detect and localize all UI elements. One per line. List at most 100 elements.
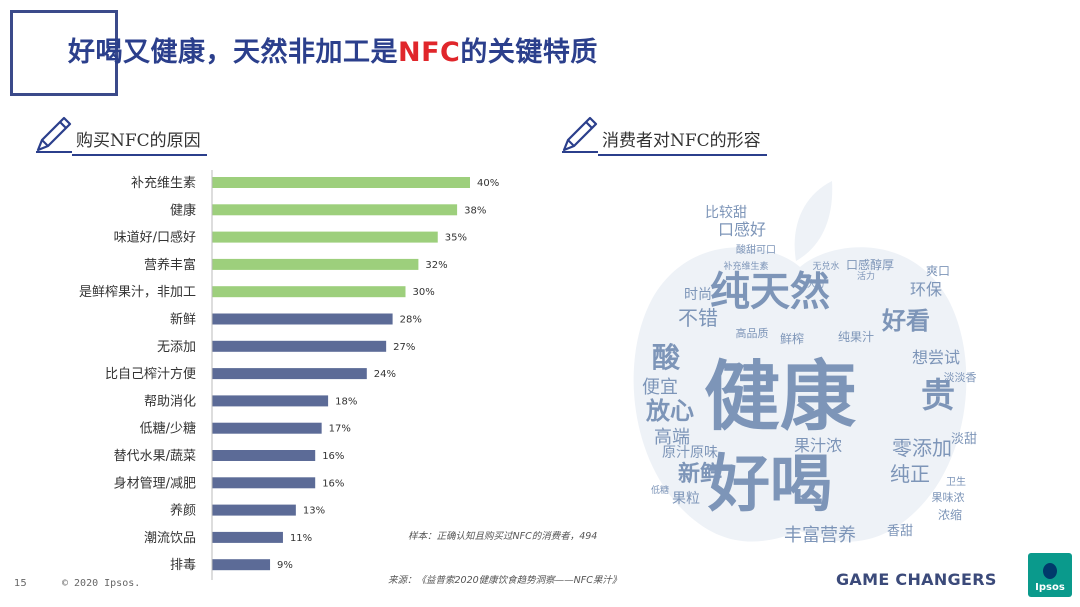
bar-category-label: 无添加 bbox=[157, 340, 196, 355]
bar-category-label: 营养丰富 bbox=[144, 257, 196, 273]
word-cloud-word: 果汁浓 bbox=[794, 436, 842, 455]
bar-value-label: 9% bbox=[277, 560, 293, 571]
brand-tag: GAME CHANGERS bbox=[836, 570, 997, 589]
word-cloud-word: 贵 bbox=[921, 376, 955, 416]
bar-value-label: 24% bbox=[374, 369, 396, 380]
left-section-label: 购买NFC的原因 bbox=[72, 126, 207, 156]
corner-frame-left bbox=[10, 10, 13, 96]
title-part-1: 好喝又健康，天然非加工是 bbox=[68, 37, 398, 68]
word-cloud-word: 好看 bbox=[881, 307, 930, 335]
bar-category-label: 排毒 bbox=[170, 558, 196, 573]
sample-note: 样本：正确认知且购买过NFC的消费者，494 bbox=[408, 531, 598, 542]
right-section-header: 消费者对NFC的形容 bbox=[558, 112, 767, 156]
word-cloud-word: 高品质 bbox=[736, 326, 769, 340]
logo-text: Ipsos bbox=[1035, 582, 1065, 593]
word-cloud-word: 零添加 bbox=[892, 436, 952, 460]
bar bbox=[212, 477, 316, 489]
bar-value-label: 16% bbox=[322, 478, 344, 489]
right-section-label: 消费者对NFC的形容 bbox=[598, 126, 767, 156]
bar-category-label: 低糖/少糖 bbox=[140, 421, 196, 437]
word-cloud-word: 口感醇厚 bbox=[846, 257, 894, 272]
bar-value-label: 35% bbox=[445, 233, 467, 244]
apple-leaf bbox=[794, 181, 833, 261]
bar bbox=[212, 368, 367, 380]
word-cloud-word: 爽口 bbox=[926, 264, 950, 278]
bar-value-label: 28% bbox=[400, 315, 422, 326]
word-cloud-word: 纯正 bbox=[890, 462, 930, 486]
bar bbox=[212, 531, 283, 543]
word-cloud-word: 好喝 bbox=[707, 447, 832, 520]
word-cloud-word: 活力 bbox=[857, 270, 875, 282]
bar-value-label: 13% bbox=[303, 506, 325, 517]
word-cloud-word: 卫生 bbox=[946, 475, 966, 488]
bar bbox=[212, 422, 322, 434]
word-cloud-word: 放心 bbox=[645, 397, 694, 425]
word-cloud-word: 鲜榨 bbox=[780, 331, 804, 346]
word-cloud-word: 原汁原味 bbox=[662, 445, 718, 461]
bar bbox=[212, 258, 419, 270]
page-number: 15 bbox=[14, 578, 27, 589]
bar-value-label: 17% bbox=[329, 424, 351, 435]
bar-category-label: 身材管理/减肥 bbox=[114, 475, 196, 491]
bar-category-label: 新鲜 bbox=[170, 312, 196, 328]
bar bbox=[212, 559, 271, 571]
bar-value-label: 27% bbox=[393, 342, 415, 353]
purchase-reasons-bar-chart: 补充维生素 40% 健康 38% 味道好/口感好 35% 营养丰富 32% 是鲜榨果汁，非加工 3… bbox=[79, 170, 499, 580]
word-cloud-word: 便宜 bbox=[642, 377, 678, 398]
bar-category-label: 补充维生素 bbox=[131, 175, 196, 191]
title-highlight: NFC bbox=[398, 37, 461, 68]
word-cloud-word: 口感好 bbox=[718, 220, 766, 239]
bar-value-label: 16% bbox=[322, 451, 344, 462]
word-cloud-word: 酸甜可口 bbox=[736, 243, 776, 256]
word-cloud-word: 补充维生素 bbox=[723, 260, 768, 272]
pen-icon bbox=[562, 116, 598, 153]
bar-category-label: 味道好/口感好 bbox=[114, 230, 196, 246]
word-cloud-word: 果粒 bbox=[672, 491, 700, 507]
word-cloud-word: 浓缩 bbox=[938, 507, 962, 522]
left-section-header: 购买NFC的原因 bbox=[32, 112, 207, 156]
title-part-2: 的关键特质 bbox=[460, 37, 598, 68]
word-cloud-word: 比较甜 bbox=[705, 205, 747, 221]
apple-shape bbox=[633, 247, 967, 542]
bar-value-label: 38% bbox=[464, 205, 486, 216]
bar bbox=[212, 204, 458, 216]
bar-category-label: 帮助消化 bbox=[144, 394, 196, 409]
copyright: © 2020 Ipsos. bbox=[62, 578, 141, 589]
word-cloud-word: 想尝试 bbox=[912, 348, 960, 367]
bar bbox=[212, 313, 393, 325]
pen-icon bbox=[36, 116, 72, 153]
bar-value-label: 11% bbox=[290, 533, 312, 544]
corner-frame-top bbox=[10, 10, 118, 13]
bar bbox=[212, 286, 406, 298]
bar-category-label: 是鲜榨果汁，非加工 bbox=[79, 284, 196, 300]
bar-category-label: 潮流饮品 bbox=[144, 531, 196, 546]
bar bbox=[212, 177, 470, 188]
word-cloud-word: 新鲜 bbox=[678, 461, 722, 487]
bar-category-label: 养颜 bbox=[170, 503, 196, 519]
word-cloud-word: 果味浓 bbox=[932, 491, 965, 504]
word-cloud-word: 环保 bbox=[910, 280, 942, 299]
word-cloud-word: 淡甜 bbox=[951, 431, 977, 447]
bar-value-label: 30% bbox=[413, 287, 435, 298]
bar-value-label: 32% bbox=[425, 260, 447, 271]
bar bbox=[212, 395, 329, 407]
bar-category-label: 比自己榨汁方便 bbox=[105, 366, 196, 382]
word-cloud-word: 时尚 bbox=[684, 287, 712, 303]
word-cloud-word: 酸 bbox=[652, 341, 681, 374]
word-cloud-word: 纯天然 bbox=[710, 269, 830, 315]
bar-category-label: 健康 bbox=[170, 202, 196, 218]
ipsos-logo: Ipsos bbox=[1028, 553, 1072, 597]
word-cloud-word: 无兑水 bbox=[812, 260, 839, 272]
corner-frame-bottom bbox=[10, 93, 118, 96]
word-cloud-word: 高端 bbox=[654, 427, 690, 448]
word-cloud-word: 大方 bbox=[807, 278, 825, 290]
page-title: 好喝又健康，天然非加工是NFC的关键特质 bbox=[68, 30, 598, 69]
bar bbox=[212, 504, 296, 516]
word-cloud-word: 低糖 bbox=[651, 484, 669, 496]
word-cloud-word: 纯果汁 bbox=[838, 330, 874, 344]
bar bbox=[212, 231, 438, 243]
bar bbox=[212, 450, 316, 461]
source-note: 来源：《益普索2020健康饮食趋势洞察——NFC果汁》 bbox=[388, 575, 622, 586]
logo-mark-icon bbox=[1043, 563, 1057, 579]
